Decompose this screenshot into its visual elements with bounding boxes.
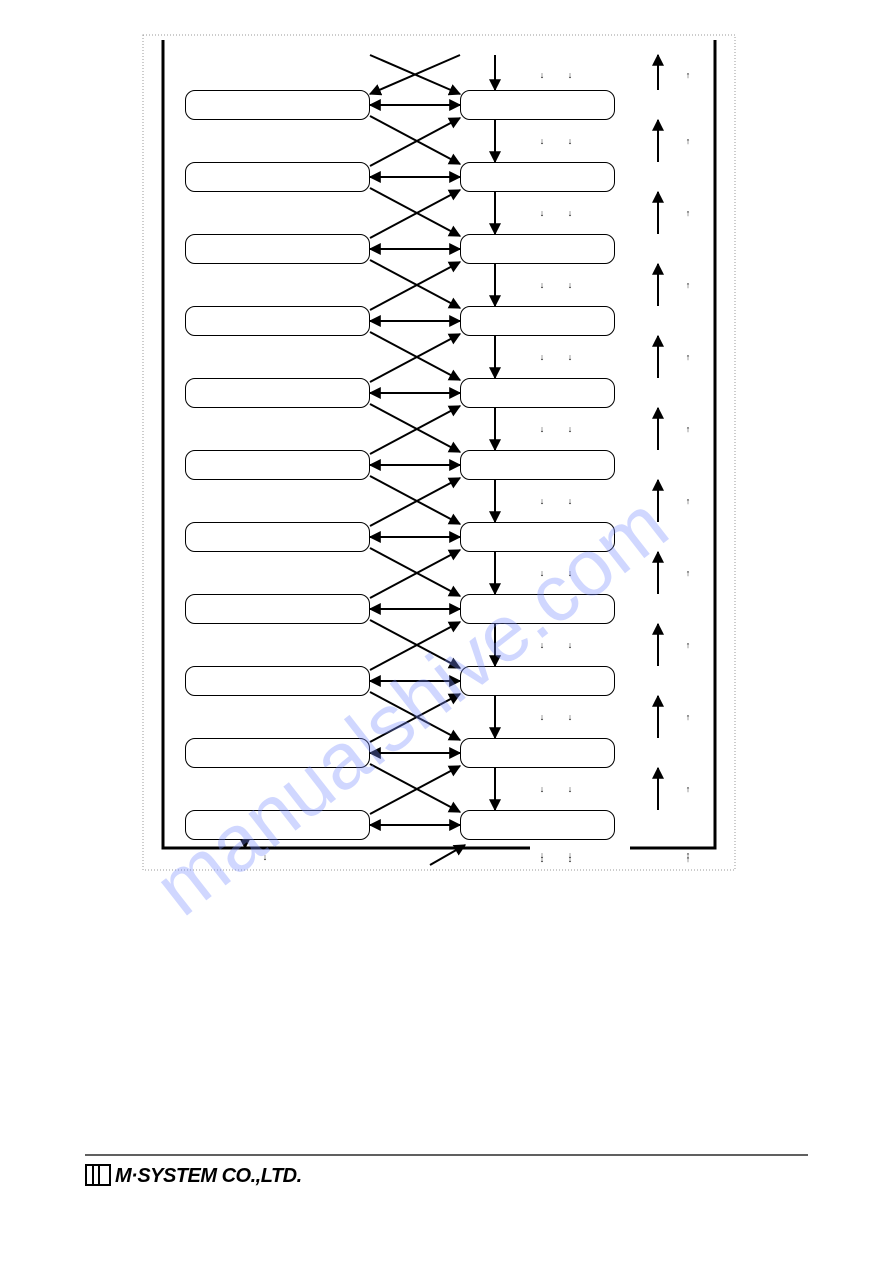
svg-text:↓: ↓ <box>540 854 545 864</box>
svg-text:↓: ↓ <box>540 352 545 362</box>
right-node <box>460 234 615 264</box>
company-logo: M·SYSTEM CO.,LTD. <box>85 1165 302 1188</box>
left-node <box>185 522 370 552</box>
right-node <box>460 594 615 624</box>
left-node <box>185 450 370 480</box>
svg-text:↑: ↑ <box>686 640 691 650</box>
svg-text:↓: ↓ <box>540 208 545 218</box>
right-node <box>460 90 615 120</box>
svg-text:↑: ↑ <box>686 424 691 434</box>
svg-text:↓: ↓ <box>540 850 545 860</box>
right-node <box>460 378 615 408</box>
left-node <box>185 738 370 768</box>
svg-text:↑: ↑ <box>686 850 691 860</box>
logo-icon <box>85 1164 111 1186</box>
svg-text:↓: ↓ <box>568 208 573 218</box>
logo-text: M·SYSTEM CO.,LTD. <box>115 1165 302 1187</box>
diagram-lines: ↓↓↑↓↓↑↓↓↑↓↓↑↓↓↑↓↓↑↓↓↑↓↓↑↓↓↑↓↓↑↓↓↑↓↓↓↑↓↓↑ <box>0 0 893 1263</box>
svg-text:↓: ↓ <box>568 854 573 864</box>
svg-text:↑: ↑ <box>686 854 691 864</box>
svg-text:↓: ↓ <box>568 496 573 506</box>
page: ↓↓↑↓↓↑↓↓↑↓↓↑↓↓↑↓↓↑↓↓↑↓↓↑↓↓↑↓↓↑↓↓↑↓↓↓↑↓↓↑… <box>0 0 893 1263</box>
svg-text:↓: ↓ <box>568 712 573 722</box>
svg-text:↓: ↓ <box>568 568 573 578</box>
svg-text:↓: ↓ <box>568 784 573 794</box>
svg-text:↑: ↑ <box>686 136 691 146</box>
svg-text:↑: ↑ <box>686 280 691 290</box>
svg-text:↓: ↓ <box>568 352 573 362</box>
right-node <box>460 522 615 552</box>
svg-text:↓: ↓ <box>540 136 545 146</box>
left-node <box>185 378 370 408</box>
right-node <box>460 306 615 336</box>
right-node <box>460 810 615 840</box>
svg-text:↑: ↑ <box>686 70 691 80</box>
svg-text:↓: ↓ <box>568 850 573 860</box>
svg-text:↑: ↑ <box>686 784 691 794</box>
svg-text:↓: ↓ <box>568 136 573 146</box>
right-node <box>460 450 615 480</box>
left-node <box>185 234 370 264</box>
svg-text:↓: ↓ <box>540 784 545 794</box>
svg-text:↓: ↓ <box>540 424 545 434</box>
left-node <box>185 90 370 120</box>
left-node <box>185 162 370 192</box>
right-node <box>460 162 615 192</box>
right-node <box>460 666 615 696</box>
svg-text:↓: ↓ <box>540 496 545 506</box>
svg-text:↓: ↓ <box>568 280 573 290</box>
svg-text:↓: ↓ <box>540 712 545 722</box>
svg-text:↓: ↓ <box>568 640 573 650</box>
svg-text:↑: ↑ <box>686 352 691 362</box>
svg-text:↑: ↑ <box>686 496 691 506</box>
svg-text:↓: ↓ <box>568 70 573 80</box>
left-node <box>185 306 370 336</box>
svg-text:↓: ↓ <box>540 568 545 578</box>
left-node <box>185 666 370 696</box>
svg-text:↑: ↑ <box>686 208 691 218</box>
svg-text:↓: ↓ <box>540 280 545 290</box>
svg-text:↓: ↓ <box>568 424 573 434</box>
svg-text:↑: ↑ <box>686 568 691 578</box>
left-node <box>185 810 370 840</box>
svg-text:↑: ↑ <box>686 712 691 722</box>
svg-text:↓: ↓ <box>540 70 545 80</box>
right-node <box>460 738 615 768</box>
svg-text:↓: ↓ <box>263 852 268 862</box>
svg-text:↓: ↓ <box>540 640 545 650</box>
left-node <box>185 594 370 624</box>
